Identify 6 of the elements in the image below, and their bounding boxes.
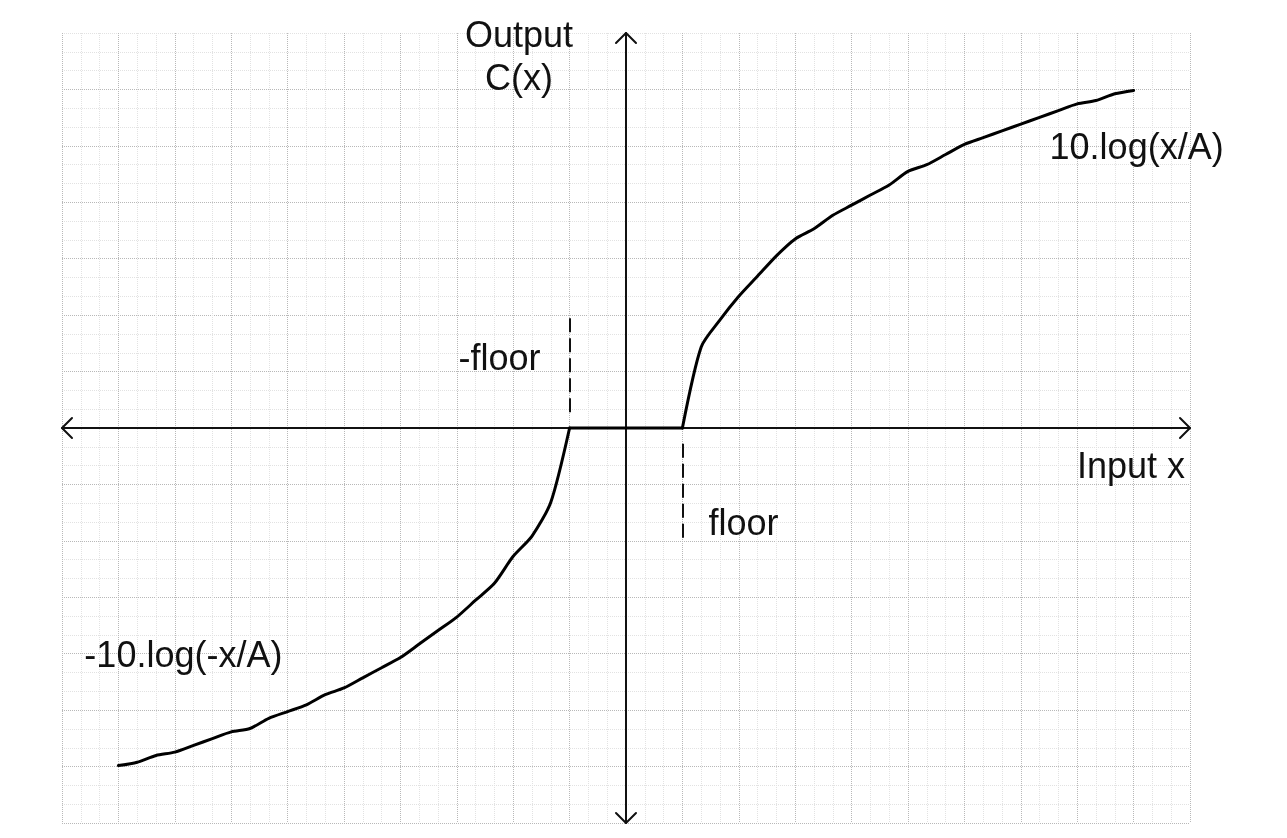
x-axis-title: Input x (1076, 444, 1185, 486)
y-axis-title: Output C(x) (464, 14, 574, 98)
annotation: -floor (458, 336, 541, 378)
series-label: -10.log(-x/A) (84, 634, 283, 676)
annotation: floor (708, 501, 779, 543)
series-label: 10.log(x/A) (1049, 125, 1224, 167)
